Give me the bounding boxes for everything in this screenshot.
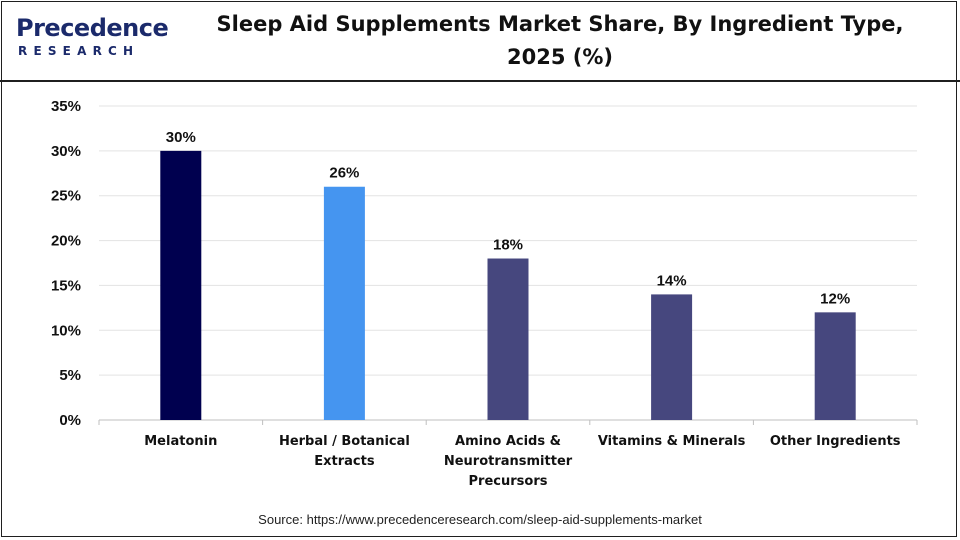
x-category-label: Precursors: [469, 474, 548, 489]
bar: [651, 294, 693, 420]
x-category-label: Neurotransmitter: [444, 454, 573, 469]
logo-main-text: Precedence: [16, 14, 169, 42]
data-label: 26%: [329, 165, 359, 182]
chart-title-line-2: 2025 (%): [507, 45, 613, 69]
bar: [160, 150, 202, 420]
bar: [323, 186, 365, 420]
data-label: 18%: [493, 237, 523, 254]
data-label: 12%: [820, 290, 850, 307]
y-tick-label: 0%: [59, 412, 81, 429]
y-tick-label: 25%: [51, 188, 81, 205]
y-tick-label: 30%: [51, 143, 81, 160]
header: Precedence RESEARCH Sleep Aid Supplement…: [0, 0, 960, 82]
y-tick-label: 5%: [59, 367, 81, 384]
x-category-label: Extracts: [314, 454, 375, 469]
source-note: Source: https://www.precedenceresearch.c…: [258, 512, 702, 527]
x-category-label: Other Ingredients: [770, 434, 901, 449]
y-tick-label: 15%: [51, 277, 81, 294]
chart-title: Sleep Aid Supplements Market Share, By I…: [190, 8, 930, 74]
x-category-label: Melatonin: [144, 434, 217, 449]
y-tick-label: 10%: [51, 322, 81, 339]
logo-sub-text: RESEARCH: [18, 44, 140, 58]
bar: [814, 312, 856, 420]
chart-title-line-1: Sleep Aid Supplements Market Share, By I…: [216, 12, 904, 36]
bar: [487, 258, 529, 420]
data-label: 14%: [657, 272, 687, 289]
y-tick-label: 20%: [51, 233, 81, 250]
x-category-label: Vitamins & Minerals: [598, 434, 746, 449]
x-category-label: Amino Acids &: [455, 434, 561, 449]
precedence-research-logo[interactable]: Precedence RESEARCH: [16, 14, 169, 66]
x-category-label: Herbal / Botanical: [279, 434, 410, 449]
y-tick-label: 35%: [51, 98, 81, 115]
data-label: 30%: [166, 129, 196, 146]
